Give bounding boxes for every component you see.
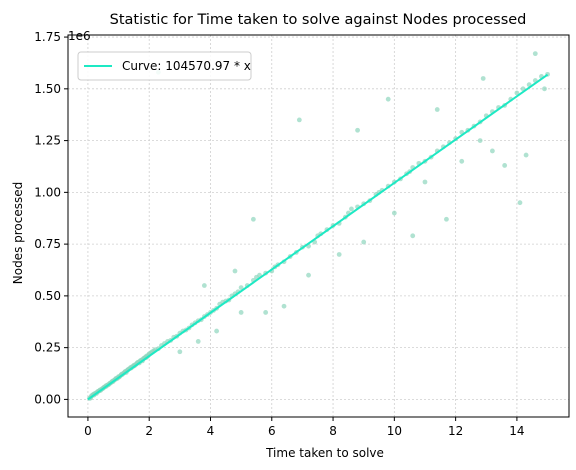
y-axis-ticks: 0.00 0.25 0.50 0.75 1.00 1.25 1.50 1.75	[34, 30, 68, 406]
data-point	[361, 240, 366, 245]
x-axis-label: Time taken to solve	[265, 446, 384, 460]
x-tick-label: 14	[509, 424, 524, 438]
y-tick-label: 0.25	[34, 341, 61, 355]
data-point	[349, 207, 354, 212]
data-point	[410, 233, 415, 238]
y-tick-label: 0.75	[34, 237, 61, 251]
data-point	[459, 159, 464, 164]
x-tick-label: 8	[329, 424, 337, 438]
data-point	[392, 211, 397, 216]
y-tick-label: 0.50	[34, 289, 61, 303]
data-point	[524, 153, 529, 158]
fit-curve	[88, 75, 548, 400]
fit-curve-line	[88, 75, 548, 400]
data-point	[233, 269, 238, 274]
x-tick-label: 10	[387, 424, 402, 438]
data-point	[202, 283, 207, 288]
data-point	[435, 107, 440, 112]
scatter-points	[87, 51, 550, 401]
data-point	[542, 86, 547, 91]
x-tick-label: 2	[145, 424, 153, 438]
x-tick-label: 12	[448, 424, 463, 438]
data-point	[386, 97, 391, 102]
y-tick-label: 1.75	[34, 30, 61, 44]
data-point	[251, 217, 256, 222]
legend: Curve: 104570.97 * x	[78, 52, 251, 80]
y-tick-label: 1.25	[34, 134, 61, 148]
data-point	[355, 128, 360, 133]
data-point	[444, 217, 449, 222]
data-point	[177, 349, 182, 354]
x-tick-label: 4	[207, 424, 215, 438]
data-point	[306, 273, 311, 278]
chart-title: Statistic for Time taken to solve agains…	[110, 12, 527, 28]
data-point	[196, 339, 201, 344]
x-tick-label: 6	[268, 424, 276, 438]
data-point	[533, 51, 538, 56]
data-point	[502, 163, 507, 168]
y-offset-label: 1e6	[68, 29, 91, 43]
data-point	[337, 252, 342, 257]
y-tick-label: 0.00	[34, 392, 61, 406]
data-point	[282, 304, 287, 309]
y-axis-label: Nodes processed	[11, 182, 25, 285]
data-point	[478, 138, 483, 143]
data-point	[423, 180, 428, 185]
data-point	[297, 117, 302, 122]
legend-label: Curve: 104570.97 * x	[122, 59, 251, 73]
x-axis-ticks: 0 2 4 6 8 10 12 14	[84, 417, 524, 438]
data-point	[239, 310, 244, 315]
y-tick-label: 1.00	[34, 185, 61, 199]
x-tick-label: 0	[84, 424, 92, 438]
data-point	[518, 200, 523, 205]
data-point	[214, 329, 219, 334]
data-point	[490, 149, 495, 154]
y-tick-label: 1.50	[34, 82, 61, 96]
data-point	[263, 310, 268, 315]
data-point	[481, 76, 486, 81]
